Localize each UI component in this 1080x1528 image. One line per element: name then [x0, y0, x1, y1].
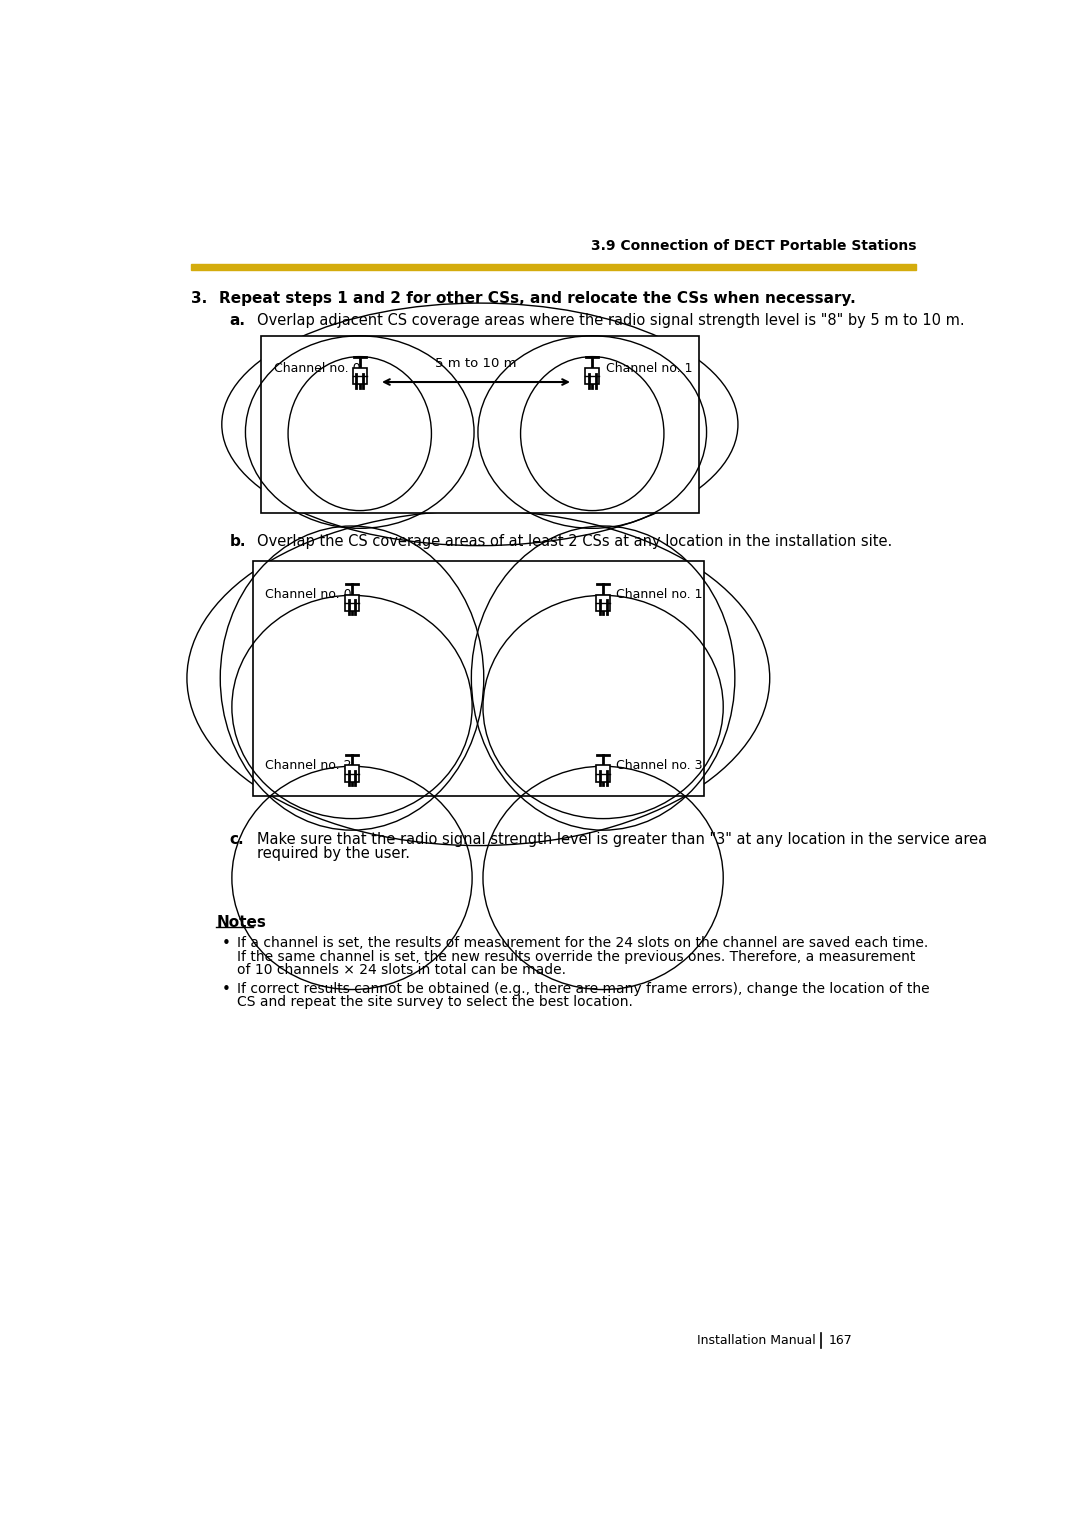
Bar	[596, 766, 610, 782]
Text: CS and repeat the site survey to select the best location.: CS and repeat the site survey to select …	[238, 995, 633, 1008]
Text: Channel no. 1: Channel no. 1	[616, 588, 702, 602]
Bar	[345, 594, 359, 611]
Text: •: •	[221, 983, 231, 996]
Bar	[260, 336, 699, 513]
Text: required by the user.: required by the user.	[257, 847, 410, 862]
Text: c.: c.	[230, 833, 244, 848]
Text: Overlap adjacent CS coverage areas where the radio signal strength level is "8" : Overlap adjacent CS coverage areas where…	[257, 313, 966, 327]
Text: 5 m to 10 m: 5 m to 10 m	[435, 356, 516, 370]
Text: Channel no. 0: Channel no. 0	[266, 588, 352, 602]
Text: Channel no. 3: Channel no. 3	[616, 759, 702, 772]
Text: Channel no. 1: Channel no. 1	[606, 362, 692, 374]
Text: 3.9 Connection of DECT Portable Stations: 3.9 Connection of DECT Portable Stations	[591, 238, 916, 252]
Text: •: •	[221, 937, 231, 952]
Bar	[191, 264, 916, 269]
Bar	[585, 368, 599, 385]
Text: If correct results cannot be obtained (e.g., there are many frame errors), chang: If correct results cannot be obtained (e…	[238, 983, 930, 996]
Bar	[596, 594, 610, 611]
Text: If the same channel is set, the new results override the previous ones. Therefor: If the same channel is set, the new resu…	[238, 949, 916, 964]
Text: Installation Manual: Installation Manual	[697, 1334, 815, 1348]
Text: Overlap the CS coverage areas of at least 2 CSs at any location in the installat: Overlap the CS coverage areas of at leas…	[257, 533, 893, 549]
Bar	[345, 766, 359, 782]
Text: of 10 channels × 24 slots in total can be made.: of 10 channels × 24 slots in total can b…	[238, 963, 566, 976]
Text: Make sure that the radio signal strength level is greater than "3" at any locati: Make sure that the radio signal strength…	[257, 833, 987, 848]
Text: b.: b.	[230, 533, 246, 549]
Text: 3.: 3.	[191, 292, 207, 306]
Bar	[353, 368, 367, 385]
Text: 167: 167	[828, 1334, 852, 1348]
Text: Notes: Notes	[216, 915, 267, 931]
Text: a.: a.	[230, 313, 245, 327]
Text: If a channel is set, the results of measurement for the 24 slots on the channel : If a channel is set, the results of meas…	[238, 937, 929, 950]
Text: Channel no. 0: Channel no. 0	[274, 362, 361, 374]
Text: Channel no. 2: Channel no. 2	[266, 759, 352, 772]
Bar	[253, 561, 704, 796]
Text: Repeat steps 1 and 2 for other CSs, and relocate the CSs when necessary.: Repeat steps 1 and 2 for other CSs, and …	[218, 292, 855, 306]
